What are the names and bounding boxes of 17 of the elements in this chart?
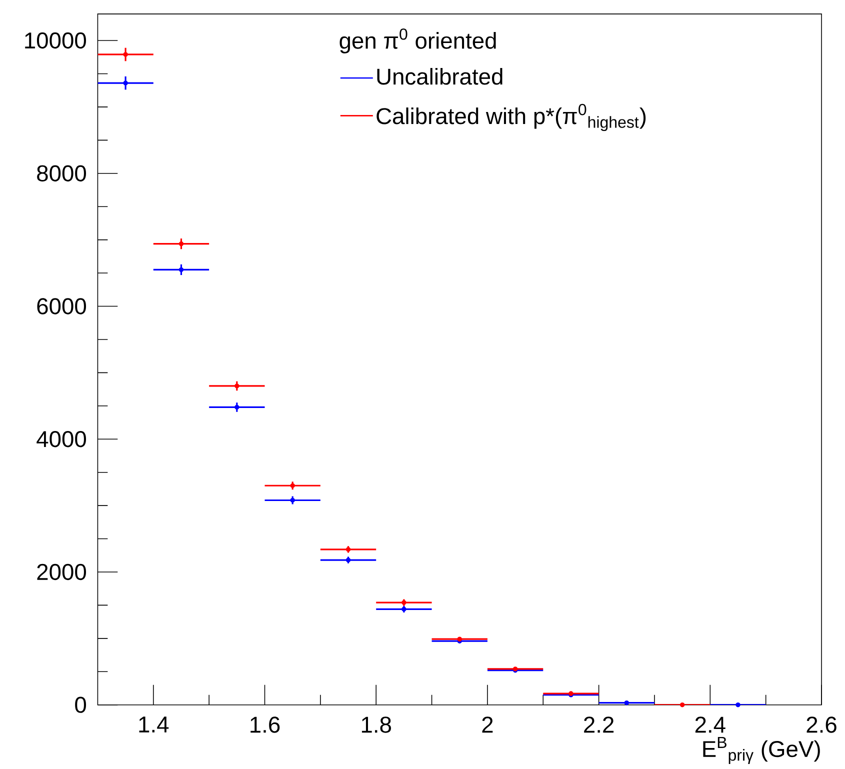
y-tick-label: 0 bbox=[75, 696, 86, 714]
y-tick-label: 8000 bbox=[37, 165, 86, 182]
legend-label: Uncalibrated bbox=[377, 68, 502, 85]
x-axis-title: E$^{B}$$_{priγ}$ (GeV) bbox=[703, 737, 820, 764]
x-tick-label: 1.8 bbox=[362, 716, 391, 733]
x-tick-label: 1.6 bbox=[250, 716, 280, 733]
x-tick-label: 1.4 bbox=[139, 716, 169, 733]
y-tick-label: 6000 bbox=[37, 298, 86, 315]
x-tick-label: 2 bbox=[482, 716, 493, 733]
x-tick-label: 2.2 bbox=[584, 716, 614, 733]
y-tick-label: 4000 bbox=[36, 431, 86, 448]
x-tick-label: 2.6 bbox=[806, 716, 836, 733]
legend-title: gen π$^{0}$ oriented bbox=[340, 28, 496, 54]
y-tick-label: 2000 bbox=[37, 564, 86, 580]
x-tick-label: 2.4 bbox=[695, 716, 726, 733]
y-tick-label: 10000 bbox=[25, 32, 86, 49]
legend-label: Calibrated with p*(π$^{0}$$_{highest}$) bbox=[376, 104, 646, 132]
